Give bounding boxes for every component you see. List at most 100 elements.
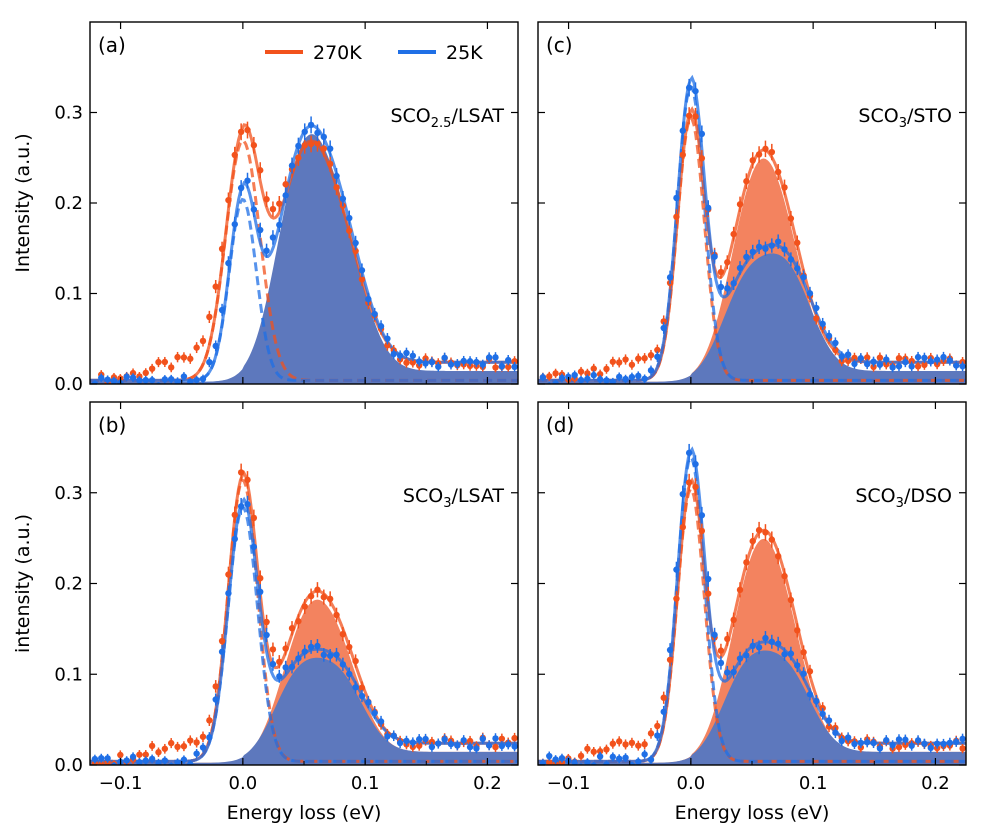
data-point xyxy=(237,128,245,136)
data-point xyxy=(320,145,328,152)
data-point xyxy=(844,351,852,358)
data-point xyxy=(755,526,763,534)
data-point xyxy=(231,511,238,519)
data-point xyxy=(539,374,547,381)
data-point xyxy=(136,377,143,384)
data-point xyxy=(358,276,366,283)
data-point xyxy=(384,733,391,740)
data-point xyxy=(730,668,737,676)
data-point xyxy=(244,501,251,508)
data-point xyxy=(212,683,219,690)
data-point xyxy=(832,339,839,347)
data-point xyxy=(685,112,693,119)
panel-label: (a) xyxy=(98,33,126,57)
data-point xyxy=(244,177,251,184)
data-point xyxy=(352,239,359,247)
data-point xyxy=(914,363,922,370)
data-point xyxy=(596,748,604,755)
data-point xyxy=(933,356,941,363)
data-point xyxy=(959,735,966,743)
sample-label-prefix: SCO xyxy=(403,485,443,507)
data-point xyxy=(565,373,572,380)
data-point xyxy=(148,376,156,384)
data-point xyxy=(454,742,461,749)
data-point xyxy=(263,247,270,254)
data-point xyxy=(199,375,207,383)
data-point xyxy=(352,684,359,691)
data-point xyxy=(91,380,99,384)
data-point xyxy=(326,652,334,659)
data-point xyxy=(409,352,417,359)
x-tick-label: −0.1 xyxy=(547,773,591,794)
data-point xyxy=(921,354,928,362)
data-point xyxy=(743,559,750,566)
data-point xyxy=(161,376,169,383)
data-point xyxy=(492,743,499,751)
sample-label: SCO3/STO xyxy=(858,105,952,131)
data-point xyxy=(615,755,623,762)
y-tick-label: 0.0 xyxy=(54,755,83,776)
data-point xyxy=(774,168,782,176)
data-point xyxy=(206,717,213,724)
data-point xyxy=(460,357,467,365)
sample-label: SCO3/LSAT xyxy=(403,485,505,511)
phonon-area-270K xyxy=(538,538,966,765)
data-point xyxy=(635,355,642,362)
data-point xyxy=(584,745,591,752)
data-point xyxy=(193,344,200,351)
data-point xyxy=(314,129,321,137)
data-point xyxy=(212,696,219,703)
data-point xyxy=(679,127,686,134)
data-point xyxy=(142,751,149,758)
data-point xyxy=(832,729,839,736)
data-point xyxy=(161,757,169,764)
data-point xyxy=(358,684,366,691)
data-point xyxy=(237,184,245,192)
data-point xyxy=(552,756,559,763)
data-point xyxy=(857,355,865,362)
data-point xyxy=(314,642,321,650)
data-point xyxy=(218,245,226,253)
data-point xyxy=(787,596,795,604)
data-point xyxy=(390,350,397,358)
data-point xyxy=(953,362,960,369)
y-tick-label: 0.0 xyxy=(54,374,83,395)
sample-label-prefix: SCO xyxy=(858,105,898,127)
data-point xyxy=(403,359,410,366)
data-point xyxy=(428,358,436,366)
data-point xyxy=(736,201,744,208)
data-point xyxy=(193,739,200,746)
data-point xyxy=(813,304,820,312)
data-point xyxy=(167,375,175,383)
data-point xyxy=(692,113,699,120)
sample-label-prefix: SCO xyxy=(390,105,430,127)
data-point xyxy=(422,735,429,743)
sample-label-sub: 3 xyxy=(896,496,904,511)
data-point xyxy=(838,737,845,745)
data-point xyxy=(365,699,372,706)
data-point xyxy=(615,738,623,745)
data-point xyxy=(698,130,706,138)
data-point xyxy=(959,745,966,752)
data-point xyxy=(231,151,238,159)
data-point xyxy=(98,754,105,762)
data-point xyxy=(187,378,194,384)
data-point xyxy=(123,373,130,381)
data-point xyxy=(403,349,410,357)
data-point xyxy=(231,221,238,228)
data-point xyxy=(844,734,852,741)
data-point xyxy=(218,637,226,645)
data-point xyxy=(806,290,814,297)
data-point xyxy=(155,358,162,366)
data-point xyxy=(679,490,686,498)
data-point xyxy=(768,242,776,249)
data-point xyxy=(250,543,258,551)
data-point xyxy=(641,375,648,383)
data-point xyxy=(692,483,699,491)
data-point xyxy=(505,356,512,364)
data-point xyxy=(794,662,801,669)
data-point xyxy=(609,753,617,761)
data-point xyxy=(641,751,648,758)
data-point xyxy=(724,635,731,643)
data-point xyxy=(794,265,801,272)
